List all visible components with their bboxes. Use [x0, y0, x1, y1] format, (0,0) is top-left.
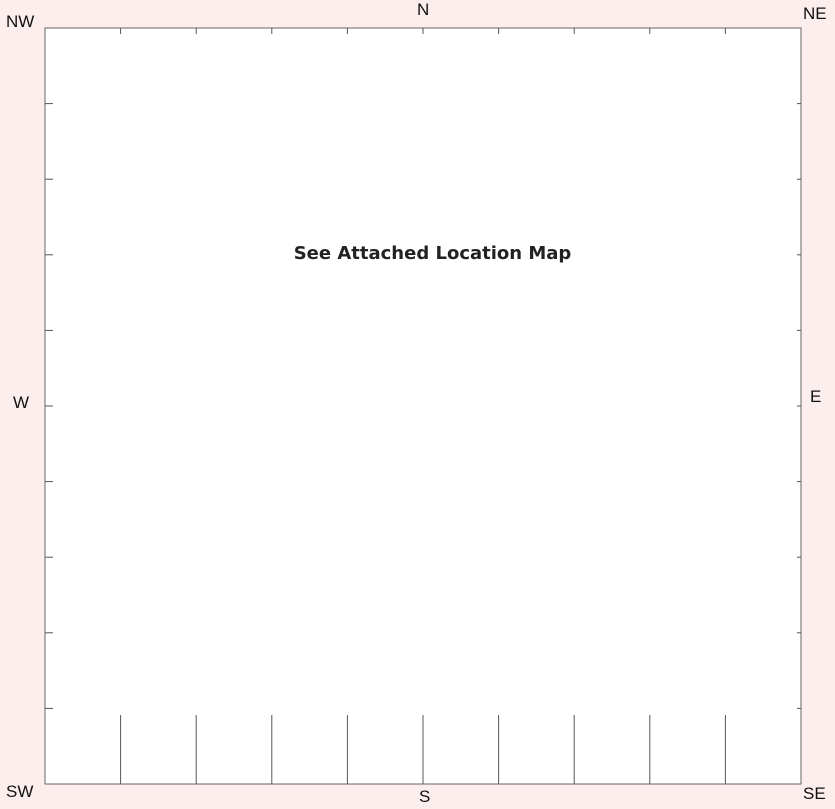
compass-label-east: E: [810, 387, 822, 406]
map-panel: [44, 27, 802, 785]
compass-label-north: N: [417, 0, 430, 19]
compass-label-southeast: SE: [803, 784, 826, 803]
tick-marks: [45, 28, 801, 784]
location-map-message: See Attached Location Map: [293, 243, 572, 264]
compass-label-west: W: [13, 393, 30, 412]
compass-label-northwest: NW: [6, 12, 35, 31]
compass-label-northeast: NE: [803, 4, 827, 23]
compass-label-south: S: [419, 787, 431, 806]
compass-label-southwest: SW: [6, 782, 34, 801]
